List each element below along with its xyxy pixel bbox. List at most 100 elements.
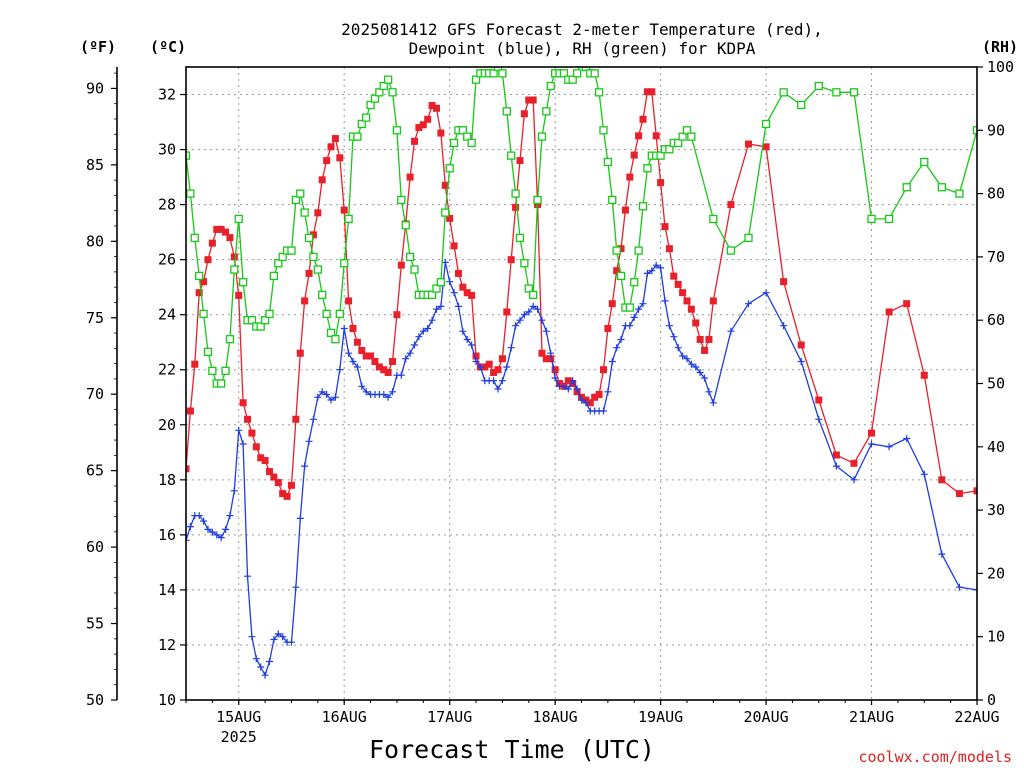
rh-point <box>405 252 415 262</box>
rh-point <box>234 214 243 224</box>
temperature-point <box>345 297 353 305</box>
dewpoint-point <box>868 440 875 448</box>
temperature-point <box>670 272 678 280</box>
rh-point <box>761 119 771 129</box>
dewpoint-point <box>340 325 348 332</box>
x-tick-label: 17AUG <box>427 708 472 726</box>
dewpoint-point <box>230 487 238 495</box>
temperature-point <box>358 346 366 354</box>
chart-title-line-1: 2025081412 GFS Forecast 2-meter Temperat… <box>341 20 823 39</box>
dewpoint-point <box>903 435 911 442</box>
rh-tick-label: 10 <box>987 628 1005 646</box>
rh-point <box>489 69 498 78</box>
rh-point <box>278 252 287 262</box>
dewpoint-point <box>643 269 651 277</box>
temperature-point <box>973 487 977 495</box>
temperature-point <box>687 305 695 313</box>
rh-point <box>709 214 718 224</box>
temperature-point <box>705 335 713 343</box>
dewpoint-point <box>389 388 396 396</box>
temperature-point <box>868 429 876 437</box>
dewpoint-point <box>314 393 322 401</box>
temperature-point <box>938 476 946 484</box>
rh-point <box>199 309 208 319</box>
temperature-point <box>586 399 594 407</box>
rh-point <box>397 195 406 205</box>
dewpoint-point <box>323 391 331 398</box>
x-tick-label: 16AUG <box>322 708 367 726</box>
dewpoint-point <box>955 583 963 591</box>
dewpoint-point <box>270 636 278 643</box>
dewpoint-point <box>244 572 251 580</box>
temperature-point <box>283 492 291 500</box>
rh-point <box>357 119 366 129</box>
dewpoint-point <box>670 333 678 341</box>
temperature-point <box>920 371 928 379</box>
temperature-point <box>331 135 339 143</box>
rh-point <box>326 328 336 338</box>
dewpoint-point <box>252 655 260 663</box>
rh-point <box>370 94 380 103</box>
dewpoint-point <box>200 517 208 525</box>
rh-point <box>594 88 604 97</box>
rh-point <box>436 278 446 287</box>
rh-point <box>366 100 375 110</box>
temperature-point <box>195 289 203 297</box>
rh-point <box>568 75 577 84</box>
dewpoint-point <box>450 289 458 297</box>
rh-point <box>340 259 349 268</box>
rh-point <box>195 271 204 281</box>
temperature-point <box>265 468 273 476</box>
dewpoint-point <box>274 630 282 638</box>
dewpoint-point <box>661 297 669 305</box>
rh-point <box>972 126 977 135</box>
dewpoint-point <box>437 302 445 310</box>
temperature-point <box>547 355 555 363</box>
rh-tick-label: 20 <box>987 564 1005 582</box>
dewpoint-point <box>222 525 230 533</box>
rh-line <box>186 67 977 385</box>
celsius-unit-label: (ºC) <box>150 38 186 56</box>
temperature-point <box>327 143 335 151</box>
rh-point <box>603 157 613 167</box>
celsius-tick-label: 12 <box>158 636 176 654</box>
dewpoint-point <box>617 336 625 343</box>
temperature-point <box>191 360 199 368</box>
temperature-point <box>186 407 194 415</box>
dewpoint-point <box>885 443 893 451</box>
x-tick-sublabel: 2025 <box>221 728 257 746</box>
dewpoint-point <box>235 426 243 434</box>
rh-point <box>335 309 344 319</box>
dewpoint-point <box>226 512 234 520</box>
celsius-tick-label: 26 <box>158 251 176 269</box>
temperature-point <box>797 341 805 349</box>
x-tick-label: 22AUG <box>954 708 999 726</box>
rh-point <box>309 252 318 262</box>
dewpoint-point <box>797 358 805 365</box>
temperature-point <box>613 267 621 275</box>
dewpoint-point <box>626 322 634 330</box>
temperature-point <box>437 129 445 137</box>
rh-point <box>797 100 806 110</box>
temperature-point <box>701 346 709 354</box>
rh-point <box>515 233 525 243</box>
temperature-point <box>780 278 788 286</box>
temperature-point <box>507 256 515 264</box>
celsius-tick-label: 22 <box>158 361 176 379</box>
temperature-point <box>692 319 700 327</box>
dewpoint-point <box>349 358 357 365</box>
temperature-point <box>525 96 533 104</box>
dewpoint-point <box>534 305 542 313</box>
rh-point <box>1009 279 1016 286</box>
temperature-point <box>683 297 691 305</box>
dewpoint-point <box>578 396 585 404</box>
dewpoint-point <box>384 393 392 401</box>
dewpoint-point <box>701 374 708 382</box>
temperature-point <box>204 256 212 264</box>
x-tick-label: 20AUG <box>743 708 788 726</box>
rh-point <box>427 290 437 300</box>
dewpoint-point <box>397 371 405 379</box>
dewpoint-point <box>648 267 656 275</box>
rh-point <box>238 278 248 287</box>
dewpoint-point <box>920 470 928 478</box>
